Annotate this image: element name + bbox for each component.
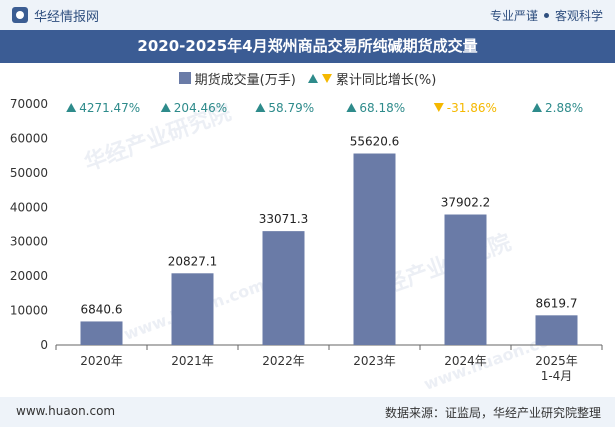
legend-swatch-bar-icon (178, 72, 191, 84)
y-tick-label: 20000 (10, 269, 48, 283)
bar-value-label: 33071.3 (259, 212, 309, 226)
growth-label: -31.86% (447, 101, 497, 115)
brand-logo-icon (12, 7, 28, 23)
growth-label: 4271.47% (79, 101, 140, 115)
top-bar: 华经情报网 专业严谨 客观科学 (0, 0, 615, 30)
x-tick-label: 2020年 (80, 354, 123, 368)
growth-label: 204.46% (174, 101, 227, 115)
chart-legend: 期货成交量(万手) 累计同比增长(%) (0, 68, 615, 88)
y-tick-label: 30000 (10, 235, 48, 249)
legend-label-volume: 期货成交量(万手) (194, 72, 296, 88)
footer: www.huaon.com 数据来源：证监局，华经产业研究院整理 (0, 397, 615, 427)
tagline: 专业严谨 客观科学 (490, 7, 603, 24)
legend-label-growth: 累计同比增长(%) (335, 72, 437, 88)
x-tick-label: 2023年 (353, 354, 396, 368)
growth-up-icon (160, 103, 171, 112)
growth-up-icon (346, 103, 357, 112)
bar-value-label: 8619.7 (536, 296, 578, 310)
y-tick-label: 70000 (10, 97, 48, 111)
y-tick-label: 40000 (10, 200, 48, 214)
tagline-right: 客观科学 (554, 9, 603, 23)
bar-value-label: 20827.1 (168, 254, 218, 268)
growth-label: 58.79% (268, 101, 314, 115)
y-tick-label: 0 (40, 338, 48, 352)
growth-label: 68.18% (359, 101, 405, 115)
separator-dot-icon (543, 13, 549, 18)
bar-value-label: 37902.2 (441, 196, 491, 210)
bar-value-label: 55620.6 (350, 135, 400, 149)
bar (444, 214, 487, 345)
x-tick-label: 2021年 (171, 354, 214, 368)
growth-down-icon (433, 103, 444, 112)
legend-item-volume: 期货成交量(万手) (178, 69, 296, 88)
brand[interactable]: 华经情报网 (12, 6, 100, 25)
y-tick-label: 50000 (10, 166, 48, 180)
bar-value-label: 6840.6 (81, 302, 123, 316)
legend-item-growth: 累计同比增长(%) (307, 69, 437, 88)
growth-label: 2.88% (545, 101, 583, 115)
growth-up-icon (66, 103, 77, 112)
y-tick-label: 60000 (10, 131, 48, 145)
bar (353, 153, 396, 345)
bar (535, 315, 578, 345)
footer-url[interactable]: www.huaon.com (16, 404, 116, 418)
triangle-down-icon (321, 73, 332, 83)
tagline-left: 专业严谨 (489, 9, 538, 23)
growth-up-icon (255, 103, 266, 112)
x-tick-label: 2024年 (444, 354, 487, 368)
data-source: 数据来源：证监局，华经产业研究院整理 (384, 406, 601, 420)
bar (171, 273, 214, 345)
chart-title: 2020-2025年4月郑州商品交易所纯碱期货成交量 (0, 30, 615, 63)
brand-name: 华经情报网 (34, 9, 100, 25)
x-tick-label: 2022年 (262, 354, 305, 368)
y-tick-label: 10000 (10, 304, 48, 318)
chart-svg: 0 10000 20000 30000 40000 50000 60000 70000 6840… (10, 97, 603, 383)
x-tick-label: 2025年 1-4月 (535, 354, 578, 383)
triangle-up-icon (307, 73, 318, 83)
bar (80, 321, 123, 345)
growth-up-icon (532, 103, 542, 112)
bar (262, 231, 305, 345)
